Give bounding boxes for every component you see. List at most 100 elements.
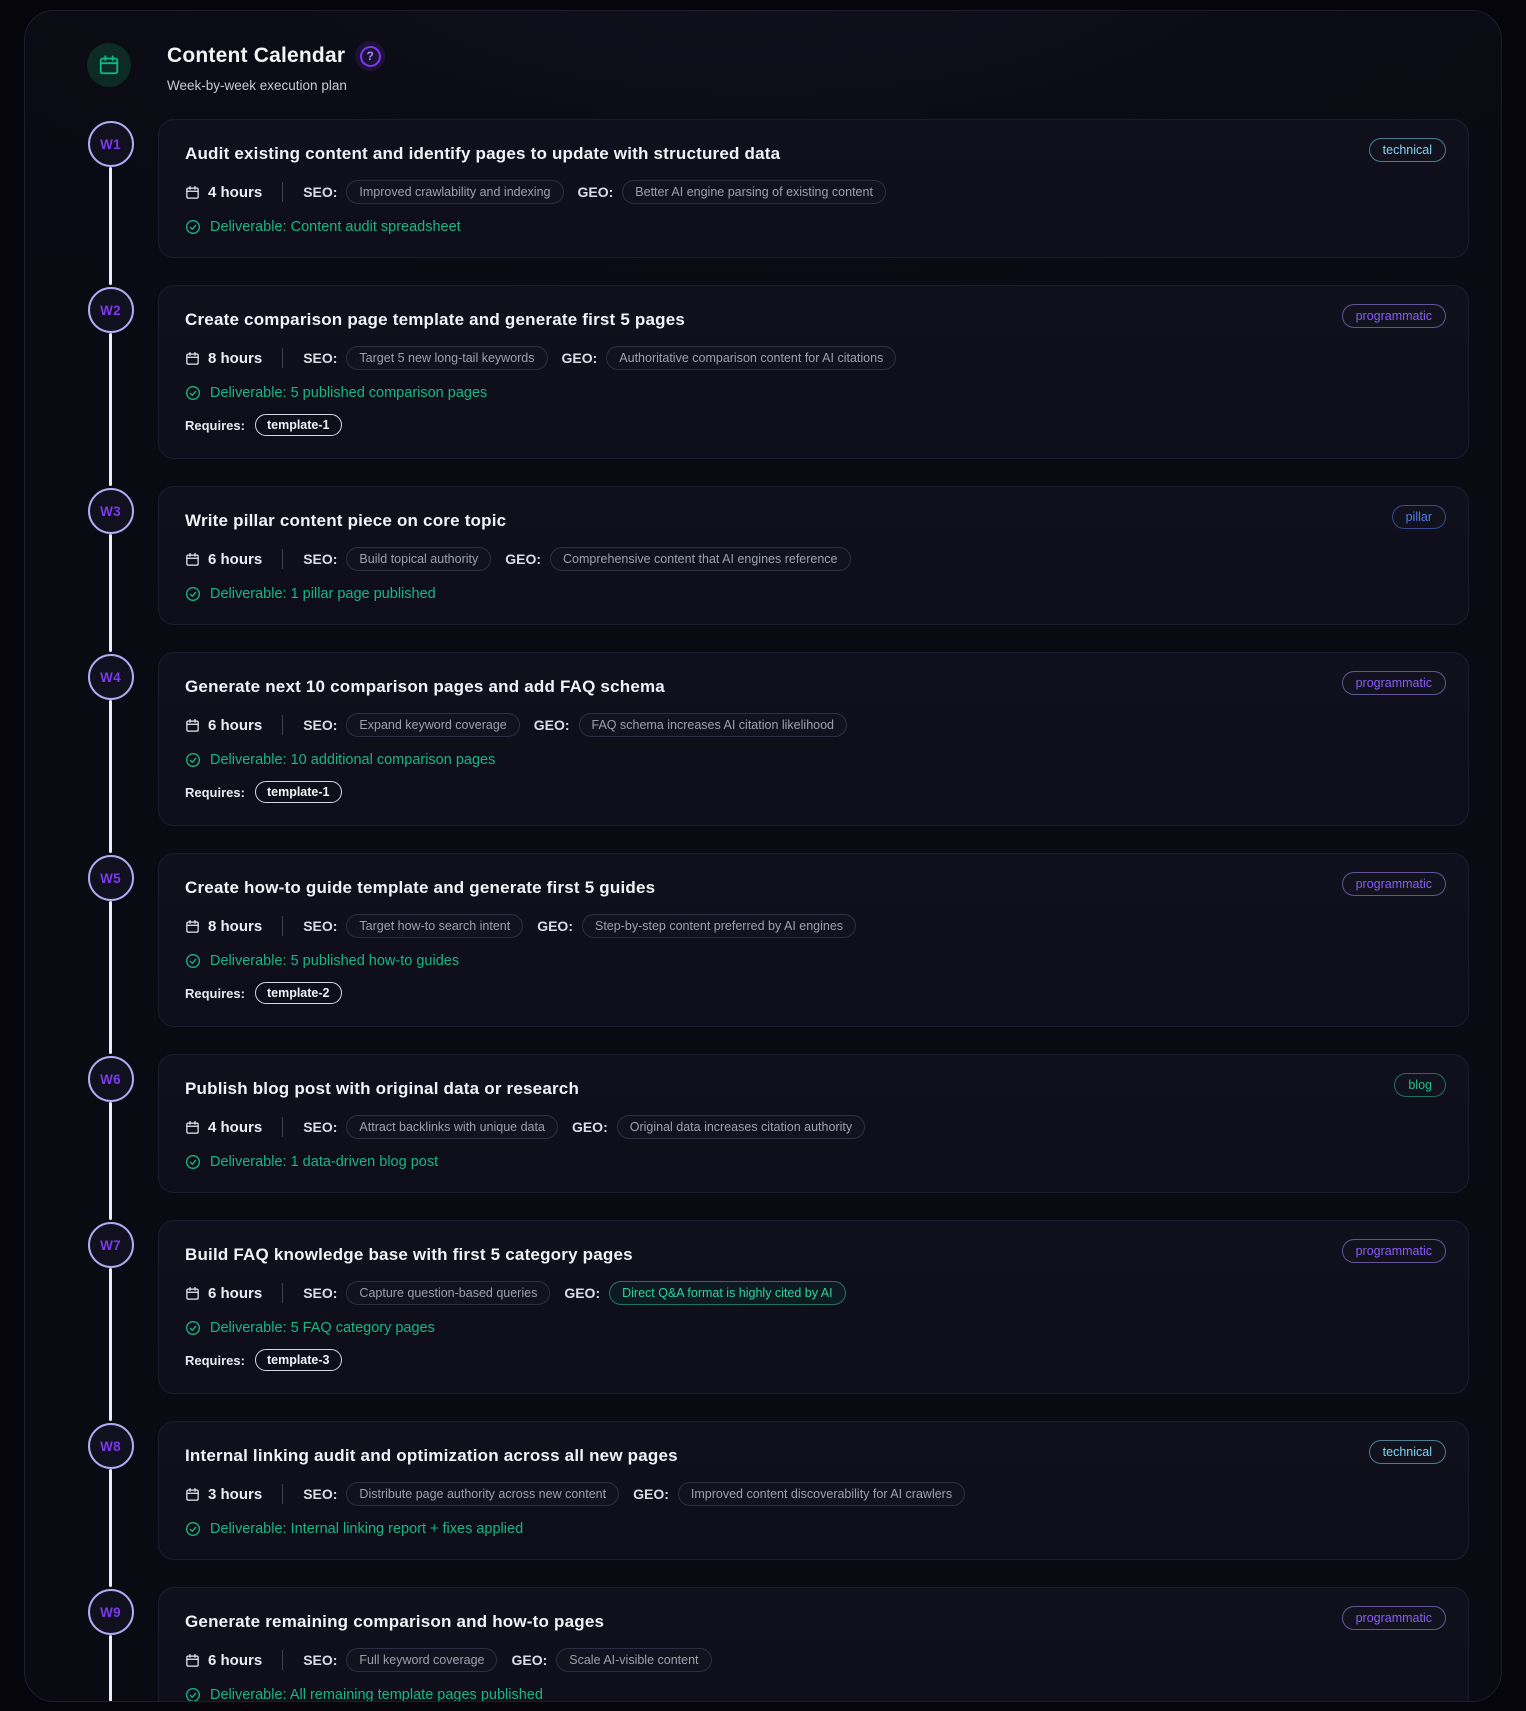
week-card: blog Publish blog post with original dat…	[158, 1054, 1469, 1193]
geo-pill: Original data increases citation authori…	[616, 1115, 866, 1139]
geo-pill: Comprehensive content that AI engines re…	[550, 547, 851, 571]
week-marker: W4	[87, 654, 134, 700]
timeline-connector	[109, 167, 112, 285]
timeline-column: W8	[63, 1421, 158, 1587]
calendar-small-icon	[185, 1120, 200, 1135]
seo-label: SEO:	[303, 918, 338, 934]
category-badge: technical	[1368, 1440, 1446, 1464]
deliverable-prefix: Deliverable:	[210, 219, 291, 235]
requires-pill: template-1	[254, 414, 342, 436]
requires-label: Requires:	[185, 417, 245, 433]
hours-text: 8 hours	[208, 917, 263, 935]
week-card: technical Internal linking audit and opt…	[158, 1421, 1469, 1560]
deliverable-value: 10 additional comparison pages	[290, 752, 496, 768]
week-marker-label: W9	[100, 1604, 121, 1620]
hours: 4 hours	[185, 1119, 262, 1136]
hours: 3 hours	[185, 1486, 262, 1503]
task-title: Generate remaining comparison and how-to…	[185, 1612, 605, 1631]
requires-pills: template-2	[254, 982, 342, 1004]
hours-text: 6 hours	[208, 1651, 263, 1669]
timeline-connector	[109, 1635, 112, 1701]
requires-row: Requires: template-1	[185, 781, 1442, 803]
calendar-small-icon	[185, 1286, 200, 1301]
calendar-small-icon	[185, 919, 200, 934]
deliverable-text: Deliverable: 10 additional comparison pa…	[210, 752, 495, 768]
deliverable-prefix: Deliverable:	[210, 1320, 291, 1336]
week-marker: W9	[87, 1589, 134, 1635]
check-circle-icon	[185, 1154, 201, 1170]
calendar-icon	[98, 54, 120, 76]
timeline-connector	[109, 1268, 112, 1421]
calendar-icon-badge	[87, 43, 131, 87]
deliverable-text: Deliverable: 5 FAQ category pages	[210, 1320, 435, 1336]
week-marker: W5	[87, 855, 134, 901]
geo-label: GEO:	[533, 717, 570, 733]
week-row: W4 programmatic Generate next 10 compari…	[63, 652, 1469, 853]
deliverable-text: Deliverable: Internal linking report + f…	[210, 1521, 523, 1537]
deliverable-value: Content audit spreadsheet	[290, 219, 461, 235]
requires-pill: template-3	[254, 1349, 342, 1371]
calendar-small-icon	[185, 718, 200, 733]
geo-pill: FAQ schema increases AI citation likelih…	[578, 713, 847, 737]
geo-label: GEO:	[633, 1486, 669, 1502]
geo-label: GEO:	[564, 1285, 601, 1301]
deliverable-row: Deliverable: 5 published how-to guides	[185, 953, 1442, 969]
seo-label: SEO:	[303, 717, 338, 733]
seo-pill: Capture question-based queries	[346, 1281, 551, 1305]
deliverable-prefix: Deliverable:	[210, 953, 291, 969]
help-button[interactable]: ?	[355, 41, 386, 71]
deliverable-row: Deliverable: 10 additional comparison pa…	[185, 752, 1442, 768]
deliverable-value: 1 data-driven blog post	[290, 1154, 439, 1170]
hours: 6 hours	[185, 551, 262, 568]
geo-pill: Step-by-step content preferred by AI eng…	[581, 914, 857, 938]
week-marker-label: W3	[100, 503, 121, 519]
deliverable-prefix: Deliverable:	[210, 1154, 291, 1170]
week-row: W2 programmatic Create comparison page t…	[63, 285, 1469, 486]
divider	[282, 182, 284, 202]
hours-text: 6 hours	[208, 550, 263, 568]
deliverable-row: Deliverable: 5 published comparison page…	[185, 385, 1442, 401]
hours: 6 hours	[185, 1652, 262, 1669]
timeline-column: W1	[63, 119, 158, 285]
deliverable-prefix: Deliverable:	[210, 385, 291, 401]
divider	[282, 916, 284, 936]
check-circle-icon	[185, 1320, 201, 1336]
seo-pill: Distribute page authority across new con…	[346, 1482, 620, 1506]
week-marker-label: W5	[100, 870, 121, 886]
seo-label: SEO:	[303, 350, 338, 366]
seo-label: SEO:	[303, 1652, 338, 1668]
week-marker-label: W7	[100, 1237, 121, 1253]
task-title: Write pillar content piece on core topic	[185, 511, 507, 530]
calendar-small-icon	[185, 1653, 200, 1668]
geo-pill: Direct Q&A format is highly cited by AI	[609, 1281, 846, 1305]
deliverable-row: Deliverable: All remaining template page…	[185, 1687, 1442, 1702]
week-row: W9 programmatic Generate remaining compa…	[63, 1587, 1469, 1702]
deliverable-value: 5 published comparison pages	[290, 385, 488, 401]
calendar-small-icon	[185, 351, 200, 366]
deliverable-text: Deliverable: 5 published comparison page…	[210, 385, 487, 401]
week-marker-label: W1	[100, 136, 121, 152]
task-title: Publish blog post with original data or …	[185, 1079, 580, 1098]
hours: 6 hours	[185, 1285, 262, 1302]
page-title: Content Calendar	[167, 44, 346, 67]
task-title: Create how-to guide template and generat…	[185, 878, 656, 897]
requires-pills: template-3	[254, 1349, 342, 1371]
requires-label: Requires:	[185, 985, 245, 1001]
week-marker-label: W8	[100, 1438, 121, 1454]
check-circle-icon	[185, 752, 201, 768]
divider	[282, 1484, 284, 1504]
requires-pills: template-1	[254, 781, 342, 803]
category-badge: technical	[1368, 138, 1446, 162]
page-subtitle: Week-by-week execution plan	[167, 78, 347, 93]
timeline-connector	[109, 534, 112, 652]
task-title: Audit existing content and identify page…	[185, 144, 781, 163]
deliverable-prefix: Deliverable:	[210, 1687, 290, 1702]
seo-label: SEO:	[303, 184, 338, 200]
meta-row: 6 hours SEO: Capture question-based quer…	[185, 1281, 1442, 1305]
deliverable-prefix: Deliverable:	[210, 586, 291, 602]
deliverable-row: Deliverable: Internal linking report + f…	[185, 1521, 1442, 1537]
week-card: programmatic Build FAQ knowledge base wi…	[158, 1220, 1469, 1394]
deliverable-text: Deliverable: 5 published how-to guides	[210, 953, 459, 969]
task-title: Generate next 10 comparison pages and ad…	[185, 677, 665, 696]
seo-label: SEO:	[303, 1119, 338, 1135]
